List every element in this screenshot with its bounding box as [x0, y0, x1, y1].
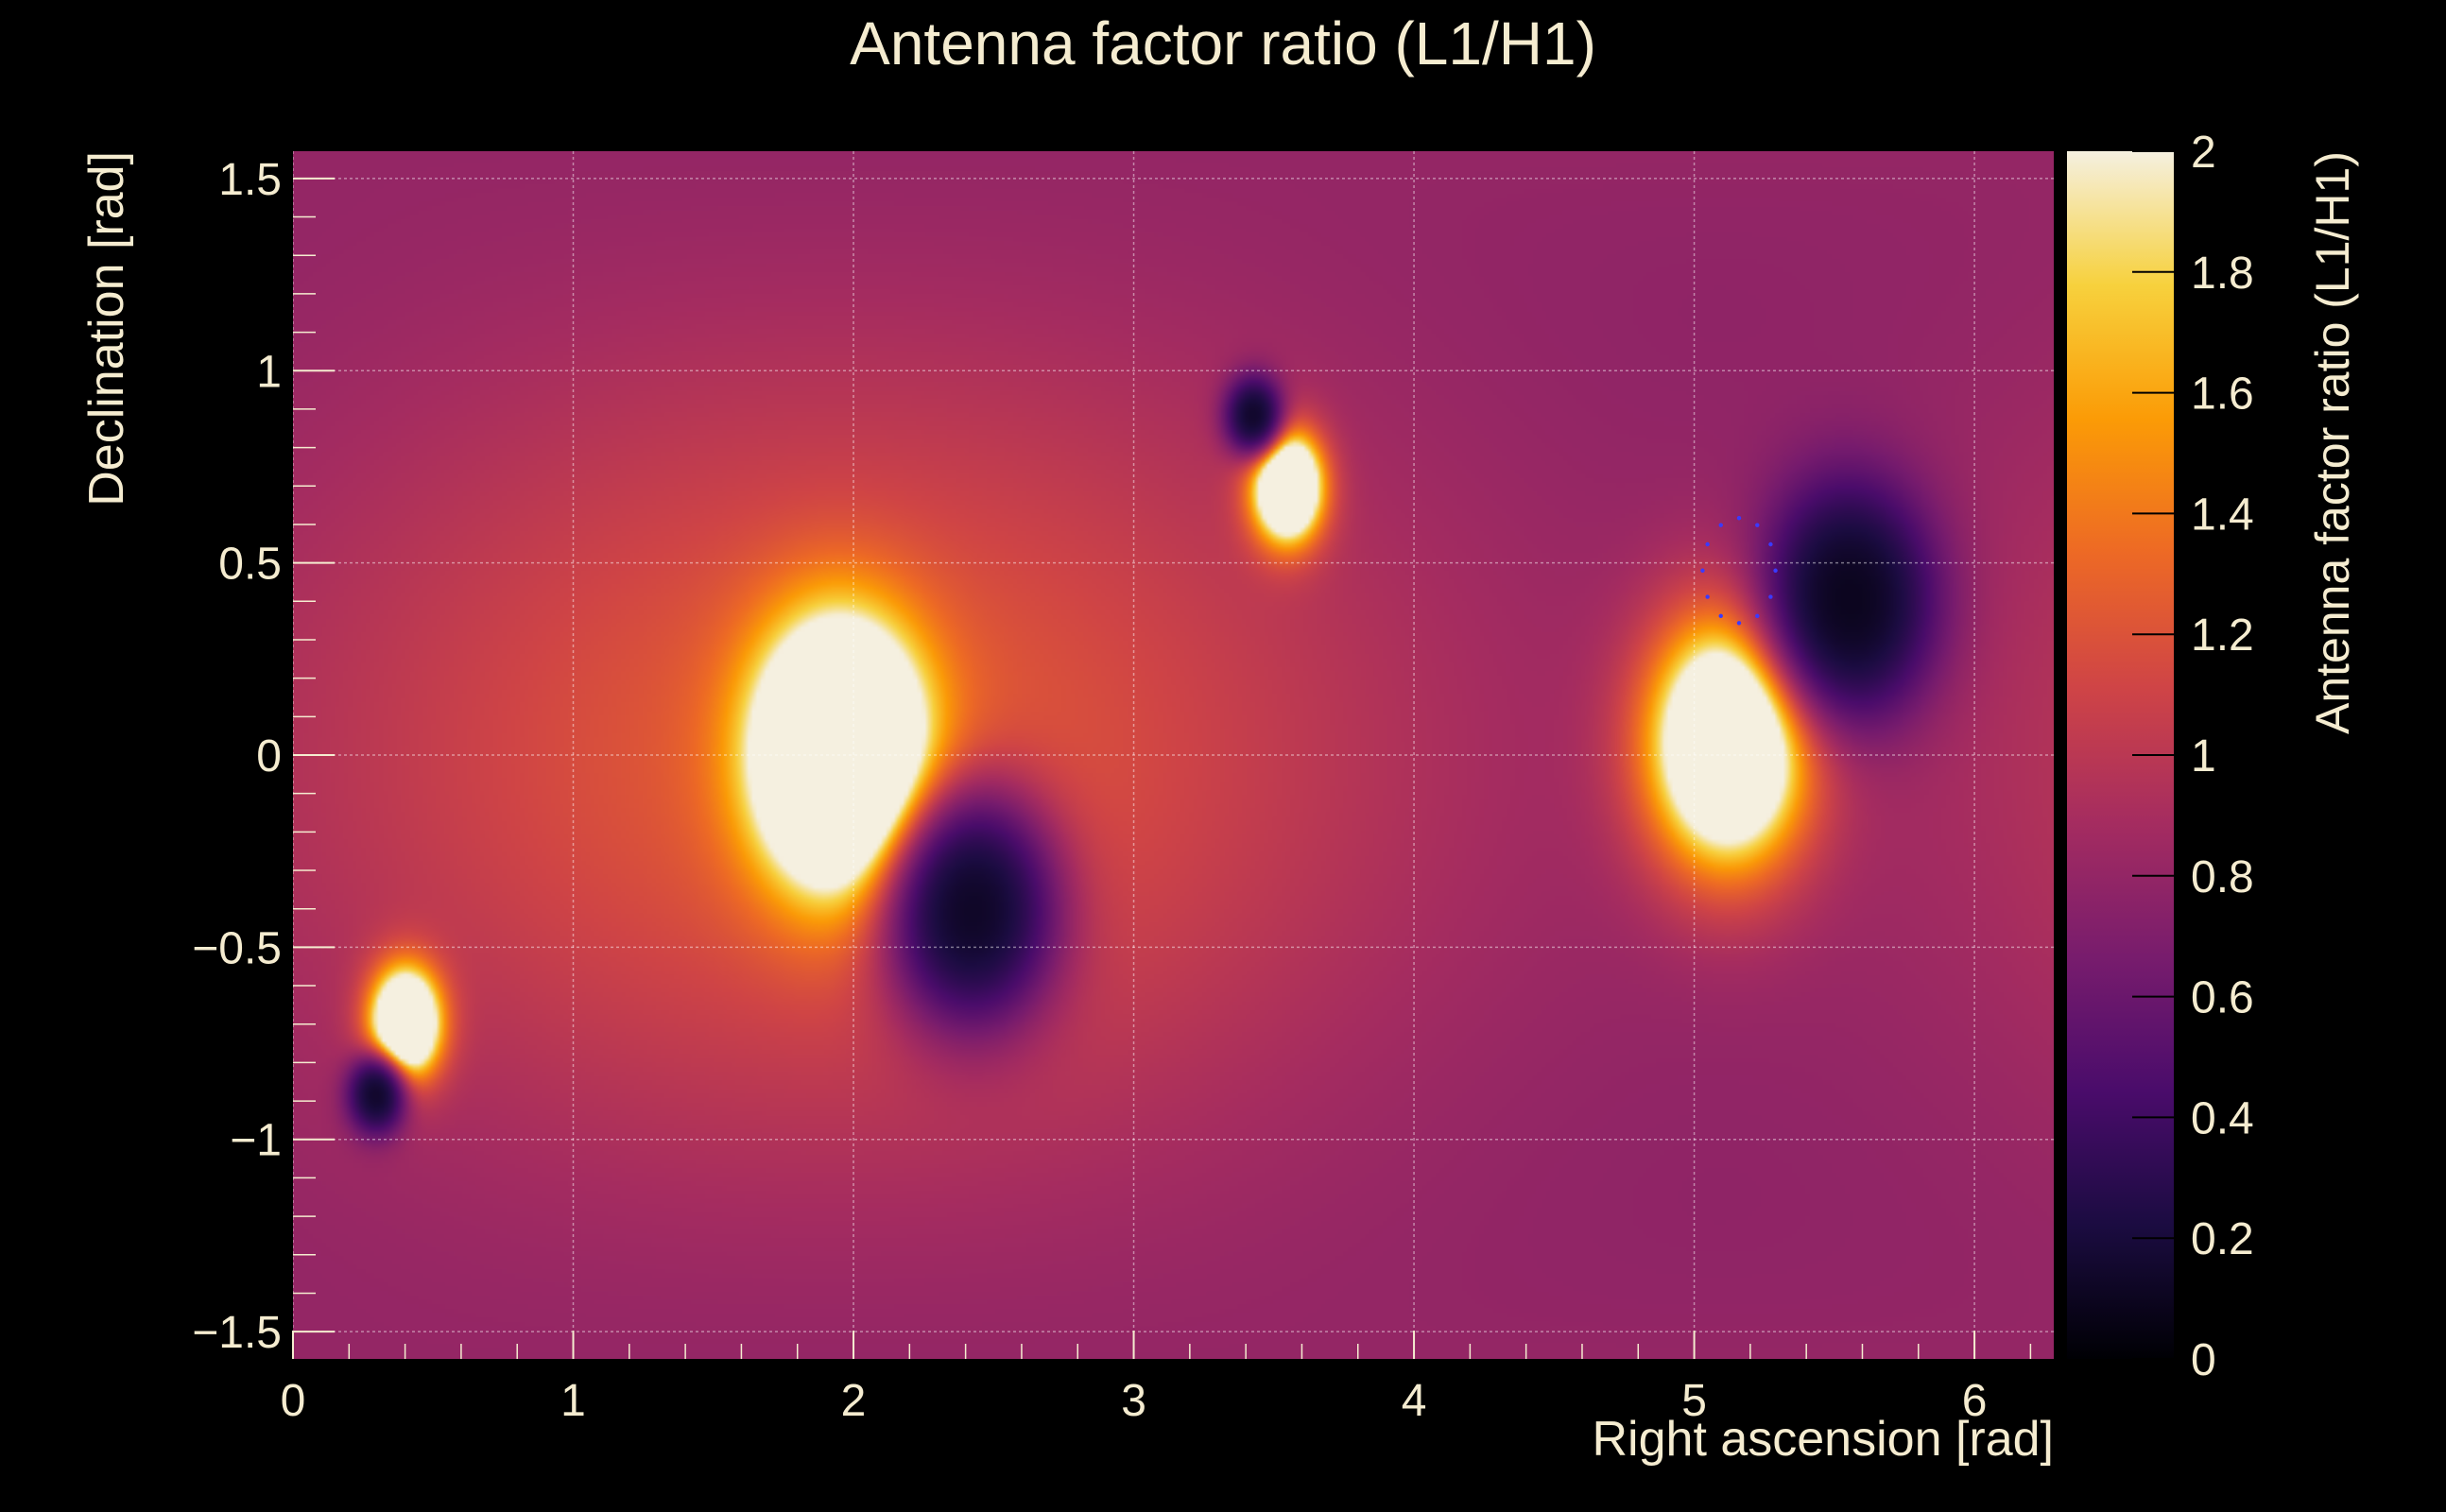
marker-dot: [1705, 541, 1710, 547]
color-bar-tick-label: 1.8: [2191, 249, 2254, 299]
marker-dot: [1736, 621, 1742, 626]
heatmap-image: [293, 151, 2054, 1359]
x-tick-label: 2: [841, 1376, 867, 1426]
color-bar-tick-label: 0.6: [2191, 973, 2254, 1023]
y-tick-label: −1.5: [192, 1308, 282, 1358]
x-tick-label: 6: [1962, 1376, 1988, 1426]
marker-dot: [1718, 613, 1723, 619]
x-tick-label: 4: [1402, 1376, 1427, 1426]
marker-dot: [1755, 523, 1760, 527]
color-bar-tick-label: 1.4: [2191, 490, 2254, 540]
chart-title: Antenna factor ratio (L1/H1): [850, 9, 1596, 77]
x-tick-label: 0: [281, 1376, 306, 1426]
marker-circle: [1700, 516, 1778, 626]
x-tick-label: 3: [1121, 1376, 1146, 1426]
color-bar-tick-label: 0.8: [2191, 852, 2254, 902]
y-axis-label: Declination [rad]: [79, 151, 134, 507]
marker-dot: [1768, 541, 1773, 547]
color-bar-tick-label: 0: [2191, 1335, 2216, 1385]
color-bar-label: Antenna factor ratio (L1/H1): [2306, 151, 2359, 734]
marker-dot: [1773, 568, 1778, 573]
color-bar-tick-label: 1.2: [2191, 610, 2254, 661]
grid-lines: [293, 151, 2054, 1359]
x-tick-label: 5: [1681, 1376, 1707, 1426]
y-tick-label: 1.5: [218, 155, 282, 205]
marker-dot: [1768, 594, 1773, 599]
y-tick-label: 0.5: [218, 540, 282, 590]
color-bar-tick-label: 0.2: [2191, 1214, 2254, 1264]
y-tick-label: −0.5: [192, 923, 282, 973]
x-axis-label: Right ascension [rad]: [1593, 1412, 2055, 1467]
marker-dot: [1718, 523, 1723, 527]
axes: 0 1 2 3 4 5 6 −1.5 −1 −0.5 0 0.5 1 1.5: [192, 155, 2032, 1426]
marker-dot: [1755, 613, 1760, 619]
color-bar-ticks: 0 0.2 0.4 0.6 0.8 1 1.2 1.4 1.6 1.8 2: [2132, 128, 2254, 1385]
color-bar-tick-label: 2: [2191, 128, 2216, 178]
marker-dot: [1736, 516, 1742, 521]
color-bar-tick-label: 1.6: [2191, 369, 2254, 420]
y-tick-label: 0: [256, 731, 282, 782]
y-tick-label: −1: [230, 1116, 282, 1166]
y-tick-label: 1: [256, 347, 282, 397]
color-bar-tick-label: 1: [2191, 731, 2216, 782]
x-tick-label: 1: [560, 1376, 586, 1426]
marker-dot: [1705, 594, 1710, 599]
marker-dot: [1700, 568, 1705, 573]
color-bar-tick-label: 0.4: [2191, 1093, 2254, 1143]
